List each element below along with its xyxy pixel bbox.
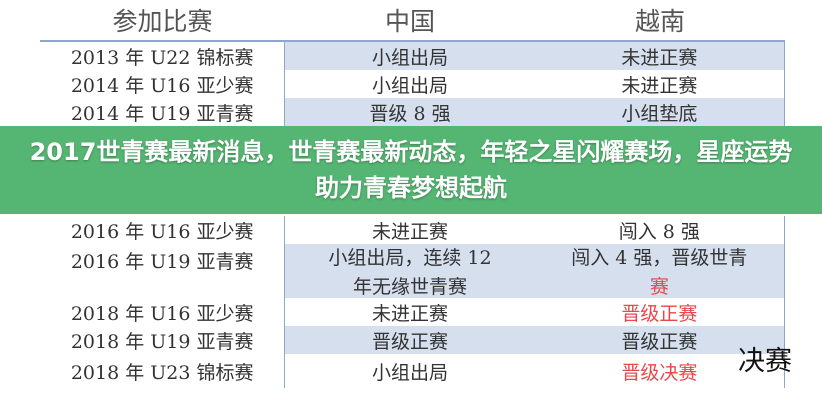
- results-table-bottom: 2016 年 U16 亚少赛 未进正赛 闯入 8 强 2016 年 U19 亚青…: [40, 216, 785, 388]
- china-cell: 小组出局: [284, 354, 534, 388]
- title-banner: 2017世青赛最新消息，世青赛最新动态，年轻之星闪耀赛场，星座运势助力青春梦想起…: [0, 126, 822, 214]
- event-cell: 2013 年 U22 锦标赛: [70, 46, 254, 69]
- header-event: 参加比赛: [112, 7, 213, 36]
- table-row: 2014 年 U16 亚少赛 小组出局 未进正赛: [40, 70, 785, 98]
- table-row: 2018 年 U19 亚青赛 晋级正赛 晋级正赛: [40, 326, 785, 354]
- header-china: 中国: [384, 7, 435, 36]
- china-cell: 未进正赛: [284, 216, 534, 244]
- table-row: 2018 年 U23 锦标赛 小组出局 晋级决赛: [40, 354, 785, 388]
- table-row: 2016 年 U19 亚青赛 小组出局，连续 12 年无缘世青赛 闯入 4 强，…: [40, 244, 785, 298]
- china-cell: 未进正赛: [284, 298, 534, 326]
- event-cell: 2014 年 U19 亚青赛: [70, 102, 254, 125]
- table-header: 参加比赛 中国 越南: [40, 0, 785, 42]
- event-cell: 2016 年 U16 亚少赛: [70, 220, 254, 243]
- vietnam-cell: 闯入 4 强，晋级世青 赛: [534, 244, 785, 298]
- vietnam-cell-line2: 赛: [649, 276, 669, 298]
- table-row: 2013 年 U22 锦标赛 小组出局 未进正赛: [40, 42, 785, 70]
- vietnam-cell: 晋级正赛: [534, 326, 785, 354]
- china-cell: 晋级 8 强: [284, 98, 535, 126]
- event-cell: 2018 年 U23 锦标赛: [70, 361, 254, 384]
- table-row: 2016 年 U16 亚少赛 未进正赛 闯入 8 强: [40, 216, 785, 244]
- event-cell: 2018 年 U16 亚少赛: [70, 302, 254, 325]
- event-cell: 2018 年 U19 亚青赛: [70, 330, 254, 353]
- china-cell: 小组出局: [284, 70, 534, 98]
- overlay-text: 决赛: [738, 346, 792, 377]
- china-cell: 小组出局，连续 12 年无缘世青赛: [284, 244, 535, 298]
- vietnam-cell: 未进正赛: [535, 70, 785, 98]
- table-row: 2014 年 U19 亚青赛 晋级 8 强 小组垫底: [40, 98, 785, 126]
- vietnam-cell: 晋级正赛: [535, 298, 785, 326]
- vietnam-cell-line1: 闯入 4 强，晋级世青: [571, 247, 748, 269]
- vietnam-cell: 晋级决赛: [535, 354, 785, 388]
- china-cell: 晋级正赛: [284, 326, 535, 354]
- event-cell: 2016 年 U19 亚青赛: [70, 251, 254, 273]
- table-row: 2018 年 U16 亚少赛 未进正赛 晋级正赛: [40, 298, 785, 326]
- vietnam-cell: 未进正赛: [534, 42, 785, 70]
- vietnam-cell: 小组垫底: [534, 98, 785, 126]
- event-cell: 2014 年 U16 亚少赛: [70, 74, 254, 97]
- china-cell-line1: 小组出局，连续 12: [328, 247, 492, 269]
- china-cell: 小组出局: [284, 42, 535, 70]
- vietnam-cell: 闯入 8 强: [535, 216, 785, 244]
- china-cell-line2: 年无缘世青赛: [353, 276, 468, 298]
- results-table-top: 参加比赛 中国 越南 2013 年 U22 锦标赛 小组出局 未进正赛 2014…: [40, 0, 785, 126]
- header-vietnam: 越南: [634, 7, 685, 36]
